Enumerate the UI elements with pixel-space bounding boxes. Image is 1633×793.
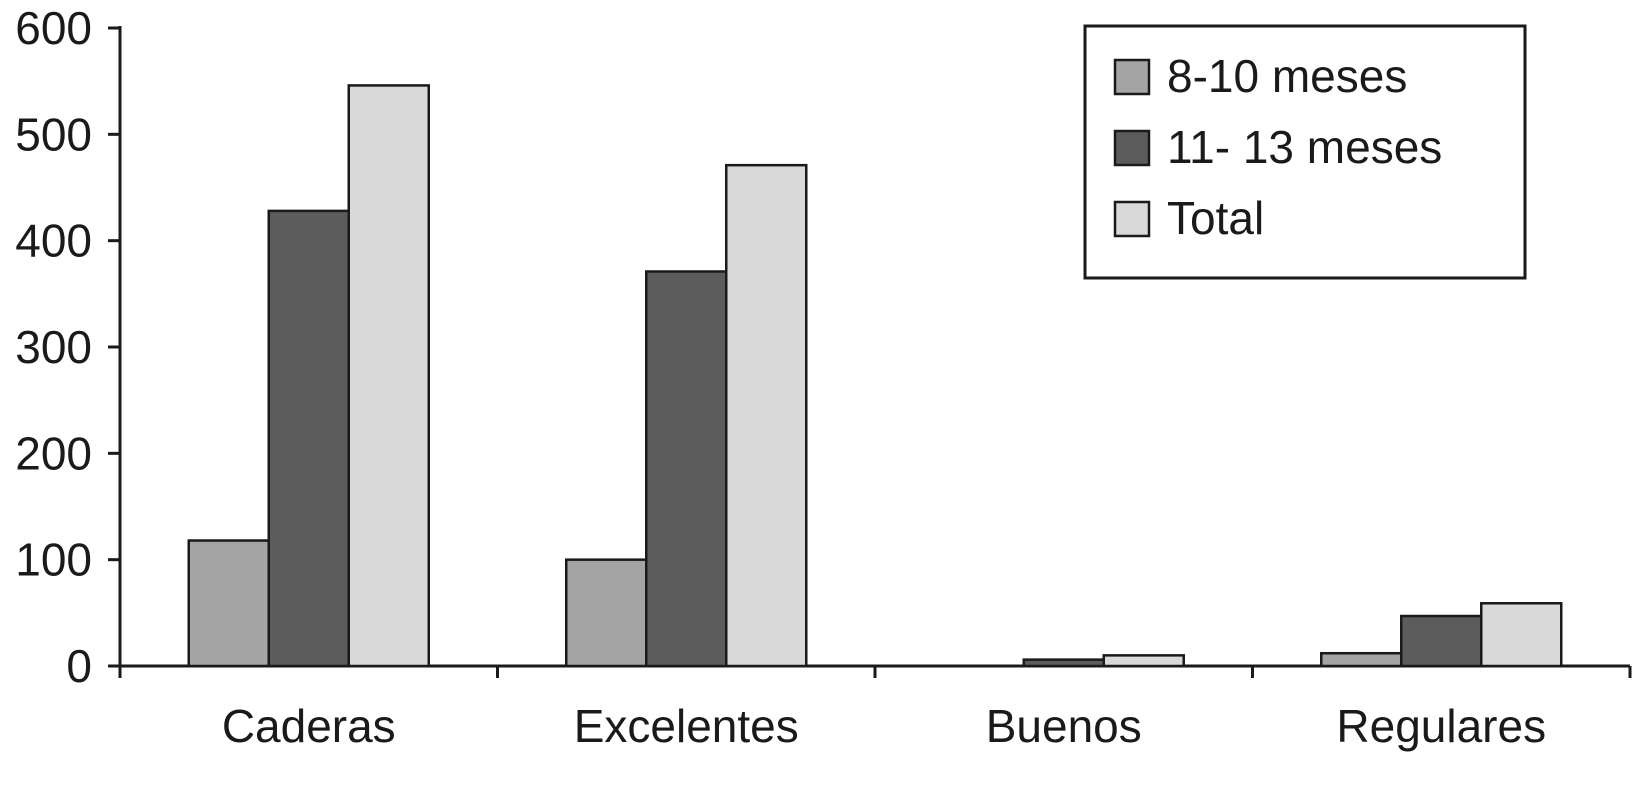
legend-swatch xyxy=(1113,129,1151,167)
legend-swatch xyxy=(1113,58,1151,96)
y-axis: 0 100 200 300 400 500 600 xyxy=(15,2,122,692)
x-category-label: Caderas xyxy=(222,700,396,752)
y-tick-label: 100 xyxy=(15,534,92,586)
y-tick-label: 500 xyxy=(15,108,92,160)
y-tick-label: 600 xyxy=(15,2,92,54)
legend-swatch xyxy=(1113,200,1151,238)
bar-caderas-series-1 xyxy=(187,539,270,668)
bar-excelentes-series-2 xyxy=(645,270,728,668)
bar-buenos-series-3 xyxy=(1102,654,1185,668)
legend-box xyxy=(1083,24,1527,280)
x-axis: Caderas Excelentes Buenos Regulares xyxy=(118,664,1632,752)
legend: 8-10 meses 11- 13 meses Total xyxy=(1083,24,1527,280)
bar-excelentes-series-3 xyxy=(725,163,808,668)
bar-regulares-series-2 xyxy=(1400,614,1483,668)
y-tick-label: 200 xyxy=(15,427,92,479)
legend-label: 8-10 meses xyxy=(1167,50,1407,102)
y-tick-label: 400 xyxy=(15,215,92,267)
y-tick-label: 0 xyxy=(66,640,92,692)
legend-label: 11- 13 meses xyxy=(1167,121,1442,173)
legend-label: Total xyxy=(1167,192,1264,244)
x-category-label: Regulares xyxy=(1336,700,1546,752)
x-category-label: Buenos xyxy=(986,700,1142,752)
bar-excelentes-series-1 xyxy=(565,558,648,668)
x-category-label: Excelentes xyxy=(574,700,799,752)
bar-buenos-series-2 xyxy=(1022,658,1105,668)
bar-regulares-series-3 xyxy=(1480,602,1563,668)
bar-caderas-series-3 xyxy=(347,84,430,668)
bar-regulares-series-1 xyxy=(1320,651,1403,668)
y-tick-label: 300 xyxy=(15,321,92,373)
bars xyxy=(187,84,1563,668)
bar-caderas-series-2 xyxy=(267,209,350,668)
